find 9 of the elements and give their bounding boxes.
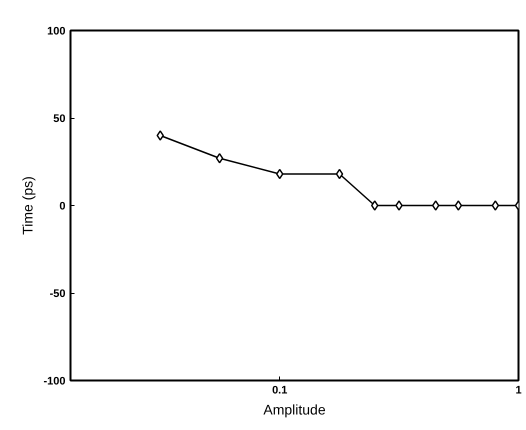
y-tick-label: 50 [53, 113, 66, 125]
y-tick-label: 100 [47, 26, 66, 38]
x-tick-label: 1 [515, 384, 522, 396]
x-tick-label: 0.1 [272, 384, 288, 396]
y-tick-label: -50 [50, 288, 66, 300]
y-axis-title: Time (ps) [19, 176, 36, 235]
y-tick-label: -100 [43, 376, 66, 388]
y-tick-label: 0 [59, 200, 66, 212]
x-axis-title: Amplitude [263, 402, 326, 418]
